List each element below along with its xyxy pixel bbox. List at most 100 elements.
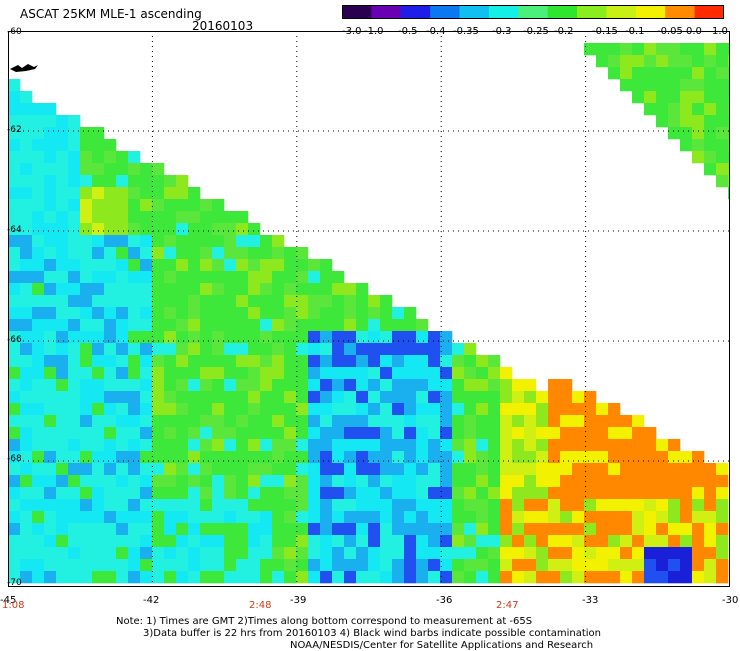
data-cell <box>104 439 117 452</box>
data-cell <box>140 307 153 320</box>
data-cell <box>32 499 45 512</box>
data-cell <box>224 283 237 296</box>
data-cell <box>452 535 465 548</box>
data-cell <box>176 247 189 260</box>
data-cell <box>32 343 45 356</box>
data-cell <box>332 331 345 344</box>
data-cell <box>524 427 537 440</box>
data-cell <box>428 331 441 344</box>
data-cell <box>176 427 189 440</box>
data-cell <box>128 379 141 392</box>
data-cell <box>440 331 453 344</box>
data-cell <box>44 427 57 440</box>
data-cell <box>284 355 297 368</box>
data-cell <box>56 439 69 452</box>
data-cell <box>236 355 249 368</box>
data-cell <box>272 367 285 380</box>
color-swatch <box>459 5 490 19</box>
data-cell <box>32 571 45 584</box>
data-cell <box>716 175 729 188</box>
data-cell <box>152 523 165 536</box>
data-cell <box>212 283 225 296</box>
data-cell <box>284 463 297 476</box>
data-cell <box>68 163 81 176</box>
data-cell <box>8 331 21 344</box>
data-cell <box>500 511 513 524</box>
data-cell <box>20 487 33 500</box>
data-cell <box>428 379 441 392</box>
data-cell <box>140 223 153 236</box>
data-cell <box>284 439 297 452</box>
data-cell <box>584 451 597 464</box>
data-cell <box>536 415 549 428</box>
data-cell <box>272 283 285 296</box>
data-cell <box>176 571 189 584</box>
data-cell <box>488 559 501 572</box>
data-cell <box>428 427 441 440</box>
data-cell <box>272 355 285 368</box>
data-cell <box>392 319 405 332</box>
data-cell <box>116 475 129 488</box>
data-cell <box>104 271 117 284</box>
data-cell <box>428 523 441 536</box>
data-cell <box>356 367 369 380</box>
data-cell <box>128 187 141 200</box>
data-cell <box>284 295 297 308</box>
data-cell <box>20 175 33 188</box>
mle-map-plot <box>8 31 730 587</box>
footnote-line-1: Note: 1) Times are GMT 2)Times along bot… <box>116 616 533 627</box>
data-cell <box>368 523 381 536</box>
data-cell <box>188 295 201 308</box>
data-cell <box>404 391 417 404</box>
data-cell <box>152 211 165 224</box>
data-cell <box>92 151 105 164</box>
data-cell <box>296 271 309 284</box>
data-cell <box>68 355 81 368</box>
color-swatch <box>371 5 402 19</box>
data-cell <box>404 343 417 356</box>
data-cell <box>140 175 153 188</box>
data-cell <box>176 403 189 416</box>
data-cell <box>308 463 321 476</box>
data-cell <box>296 295 309 308</box>
data-cell <box>632 427 645 440</box>
data-cell <box>236 271 249 284</box>
data-cell <box>356 283 369 296</box>
data-cell <box>392 391 405 404</box>
data-cell <box>452 547 465 560</box>
data-cell <box>476 475 489 488</box>
data-cell <box>644 499 657 512</box>
data-cell <box>404 475 417 488</box>
data-cell <box>716 79 729 92</box>
data-cell <box>512 379 525 392</box>
data-cell <box>128 355 141 368</box>
data-cell <box>524 475 537 488</box>
data-cell <box>704 487 717 500</box>
data-cell <box>68 127 81 140</box>
data-cell <box>152 403 165 416</box>
data-cell <box>512 559 525 572</box>
data-cell <box>20 367 33 380</box>
data-cell <box>632 571 645 584</box>
data-cell <box>356 307 369 320</box>
data-cell <box>284 523 297 536</box>
data-cell <box>176 307 189 320</box>
data-cell <box>128 451 141 464</box>
data-cell <box>500 547 513 560</box>
data-cell <box>272 451 285 464</box>
data-cell <box>464 571 477 584</box>
data-cell <box>296 343 309 356</box>
data-cell <box>308 295 321 308</box>
data-cell <box>368 439 381 452</box>
data-cell <box>296 247 309 260</box>
data-cell <box>80 175 93 188</box>
data-cell <box>464 427 477 440</box>
data-cell <box>320 427 333 440</box>
data-cell <box>308 523 321 536</box>
data-cell <box>212 403 225 416</box>
data-cell <box>8 415 21 428</box>
data-cell <box>476 523 489 536</box>
data-cell <box>140 451 153 464</box>
data-cell <box>380 379 393 392</box>
data-cell <box>284 535 297 548</box>
